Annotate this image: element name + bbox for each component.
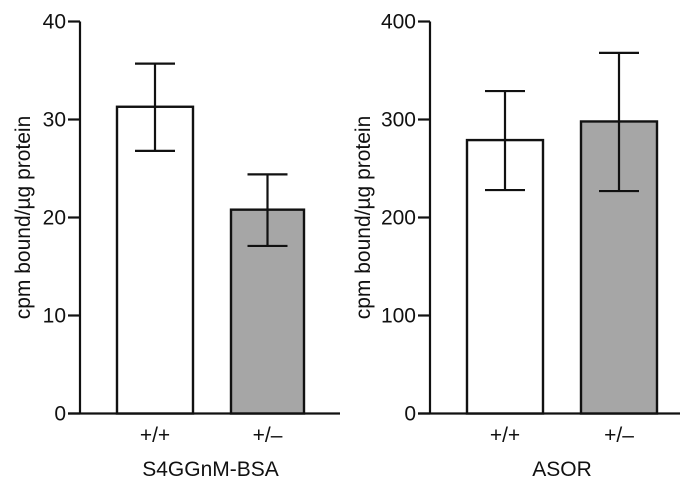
x-tick-label: +/–	[604, 424, 634, 447]
y-tick-label: 20	[43, 207, 66, 230]
y-tick-label: 10	[43, 305, 66, 328]
x-tick-label: +/+	[140, 424, 170, 447]
chart-panel-1: 0 10 20 30 40 +/+ +/– S4GGnM-BSA cpm bound/µg pr…	[12, 11, 340, 481]
y-tick-label: 0	[404, 403, 416, 426]
y-axis-label: cpm bound/µg protein	[352, 116, 375, 320]
bar	[115, 105, 195, 415]
y-axis-label: cpm bound/µg protein	[12, 116, 35, 320]
y-tick-label: 200	[381, 207, 416, 230]
y-tick-label: 400	[381, 11, 416, 34]
x-tick-label: +/+	[490, 424, 520, 447]
y-tick-label: 40	[43, 11, 66, 34]
x-axis-label: ASOR	[532, 458, 592, 481]
y-tick-label: 300	[381, 109, 416, 132]
y-tick-label: 30	[43, 109, 66, 132]
x-axis-label: S4GGnM-BSA	[142, 458, 279, 481]
y-tick-label: 0	[54, 403, 66, 426]
y-tick-label: 100	[381, 305, 416, 328]
chart-panel-2: 0 100 200 300 400 +/+ +/– ASOR cpm bound/µg prot…	[352, 11, 680, 481]
x-tick-label: +/–	[253, 424, 283, 447]
